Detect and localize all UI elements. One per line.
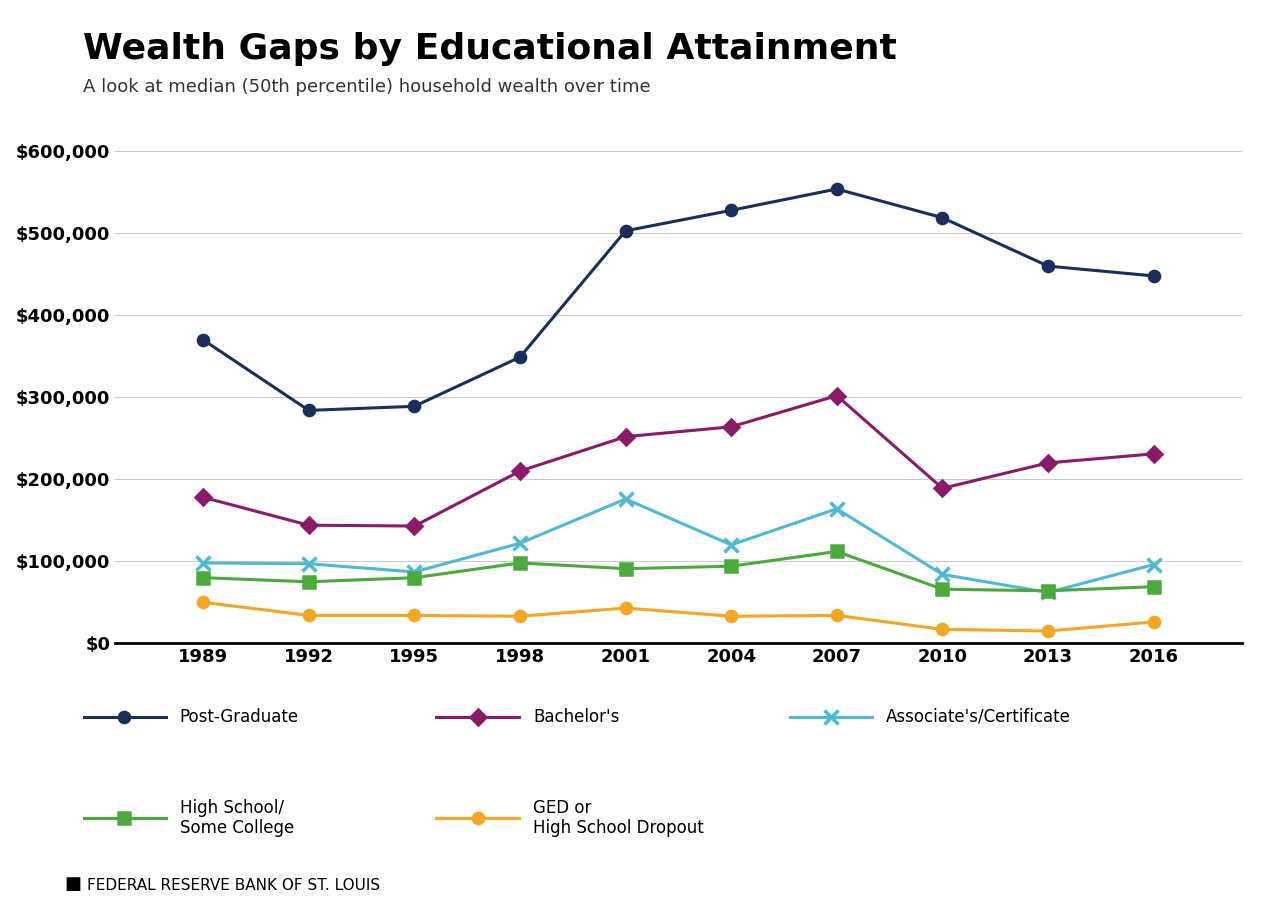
Point — [157, 711, 173, 722]
Point — [511, 812, 526, 823]
Text: High School/
Some College: High School/ Some College — [179, 799, 294, 837]
Text: GED or
High School Dropout: GED or High School Dropout — [532, 799, 704, 837]
Point — [429, 711, 444, 722]
Point — [782, 711, 797, 722]
Point — [511, 711, 526, 722]
Point — [864, 711, 879, 722]
Point — [157, 812, 173, 823]
Text: Bachelor's: Bachelor's — [532, 708, 620, 726]
Text: Post-Graduate: Post-Graduate — [179, 708, 300, 726]
Text: Associate's/Certificate: Associate's/Certificate — [886, 708, 1071, 726]
Text: FEDERAL RESERVE BANK OF ST. LOUIS: FEDERAL RESERVE BANK OF ST. LOUIS — [87, 879, 380, 893]
Text: Wealth Gaps by Educational Attainment: Wealth Gaps by Educational Attainment — [83, 32, 897, 66]
Text: A look at median (50th percentile) household wealth over time: A look at median (50th percentile) house… — [83, 78, 650, 96]
Point — [76, 812, 91, 823]
Point — [429, 812, 444, 823]
Point — [76, 711, 91, 722]
Text: ■: ■ — [64, 875, 81, 893]
